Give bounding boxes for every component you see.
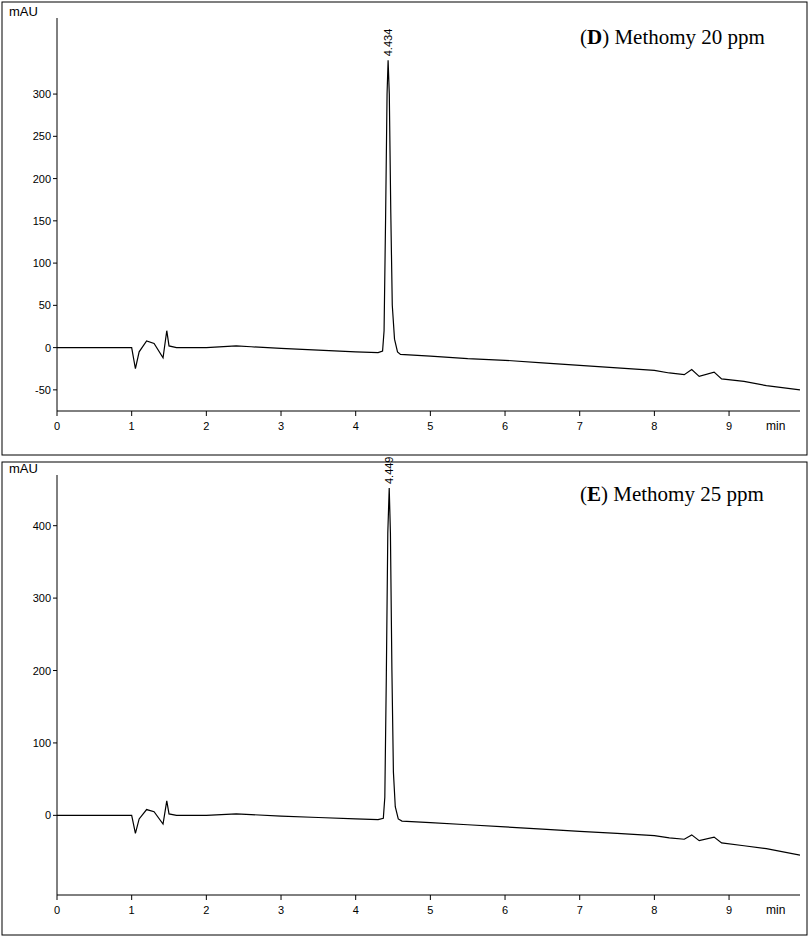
x-tick-label: 9 xyxy=(726,904,732,916)
y-axis xyxy=(57,18,58,411)
y-axis-title: mAU xyxy=(9,4,38,19)
x-tick-label: 3 xyxy=(278,904,284,916)
y-tick xyxy=(53,389,57,390)
x-tick xyxy=(355,411,356,416)
x-tick xyxy=(505,411,506,416)
x-tick-label: 6 xyxy=(502,904,508,916)
y-tick xyxy=(53,136,57,137)
x-tick xyxy=(57,411,58,416)
panel-frame xyxy=(2,462,807,935)
x-tick-label: 8 xyxy=(651,904,657,916)
x-tick-label: 2 xyxy=(203,420,209,432)
y-tick xyxy=(53,670,57,671)
x-tick xyxy=(430,411,431,416)
x-tick-label: 5 xyxy=(427,904,433,916)
marks xyxy=(57,488,800,855)
x-tick xyxy=(654,411,655,416)
y-tick xyxy=(53,525,57,526)
x-tick-label: 3 xyxy=(278,420,284,432)
x-tick xyxy=(57,895,58,900)
x-tick xyxy=(281,411,282,416)
x-tick-label: 5 xyxy=(427,420,433,432)
x-tick-label: 0 xyxy=(54,904,60,916)
trace xyxy=(57,488,800,855)
x-tick-label: 2 xyxy=(203,904,209,916)
y-tick xyxy=(53,305,57,306)
x-tick-label: 4 xyxy=(353,420,359,432)
x-tick xyxy=(729,895,730,900)
x-axis-title: min xyxy=(766,419,785,433)
x-tick xyxy=(206,411,207,416)
y-tick xyxy=(53,263,57,264)
y-axis xyxy=(57,475,58,895)
x-tick-label: 8 xyxy=(651,420,657,432)
y-tick xyxy=(53,598,57,599)
panel: -50 0 50 100 150 200 250 300 0 1 2 3 4 5 6 7 8 9 mAU min (D)… xyxy=(2,2,807,455)
x-tick xyxy=(729,411,730,416)
x-tick-label: 6 xyxy=(502,420,508,432)
x-tick xyxy=(654,895,655,900)
peak-label: 4.449 xyxy=(383,457,395,485)
x-tick xyxy=(579,411,580,416)
y-tick-label: 0 xyxy=(45,342,51,354)
x-tick xyxy=(281,895,282,900)
x-axis xyxy=(57,895,800,896)
y-tick xyxy=(53,94,57,95)
x-tick-label: 4 xyxy=(353,904,359,916)
x-tick xyxy=(430,895,431,900)
y-tick xyxy=(53,178,57,179)
y-tick-label: 0 xyxy=(45,809,51,821)
x-tick-label: 0 xyxy=(54,420,60,432)
figure: -500501001502002503000123456789mAUmin(D)… xyxy=(0,0,809,937)
y-tick-label: 100 xyxy=(33,737,51,749)
y-tick-label: 150 xyxy=(33,215,51,227)
y-axis-title: mAU xyxy=(9,461,38,476)
y-tick-label: 200 xyxy=(33,173,51,185)
x-tick xyxy=(579,895,580,900)
y-tick-label: 100 xyxy=(33,257,51,269)
x-axis-title: min xyxy=(766,903,785,917)
peak-label: 4.434 xyxy=(382,29,394,57)
y-tick-label: 200 xyxy=(33,665,51,677)
panel-title: (D) Methomy 20 ppm xyxy=(580,25,765,49)
y-tick-label: 50 xyxy=(39,299,51,311)
y-tick xyxy=(53,742,57,743)
x-tick-label: 7 xyxy=(577,420,583,432)
x-tick xyxy=(131,895,132,900)
panel-title: (E) Methomy 25 ppm xyxy=(580,482,764,506)
x-tick-label: 9 xyxy=(726,420,732,432)
x-axis xyxy=(57,411,800,412)
x-tick xyxy=(131,411,132,416)
y-tick xyxy=(53,347,57,348)
y-tick-label: -50 xyxy=(35,384,51,396)
y-tick-label: 250 xyxy=(33,130,51,142)
panel-frame xyxy=(2,2,807,455)
trace xyxy=(57,60,800,390)
x-tick-label: 1 xyxy=(129,904,135,916)
y-tick-label: 300 xyxy=(33,88,51,100)
x-tick xyxy=(355,895,356,900)
y-tick-label: 300 xyxy=(33,592,51,604)
x-tick xyxy=(505,895,506,900)
y-tick xyxy=(53,815,57,816)
y-tick-label: 400 xyxy=(33,520,51,532)
panel: 0 100 200 300 400 0 1 2 3 4 5 6 7 8 9 mAU min (E) Methomy… xyxy=(2,457,807,935)
x-tick-label: 7 xyxy=(577,904,583,916)
x-tick xyxy=(206,895,207,900)
marks xyxy=(57,60,800,390)
x-tick-label: 1 xyxy=(129,420,135,432)
y-tick xyxy=(53,220,57,221)
